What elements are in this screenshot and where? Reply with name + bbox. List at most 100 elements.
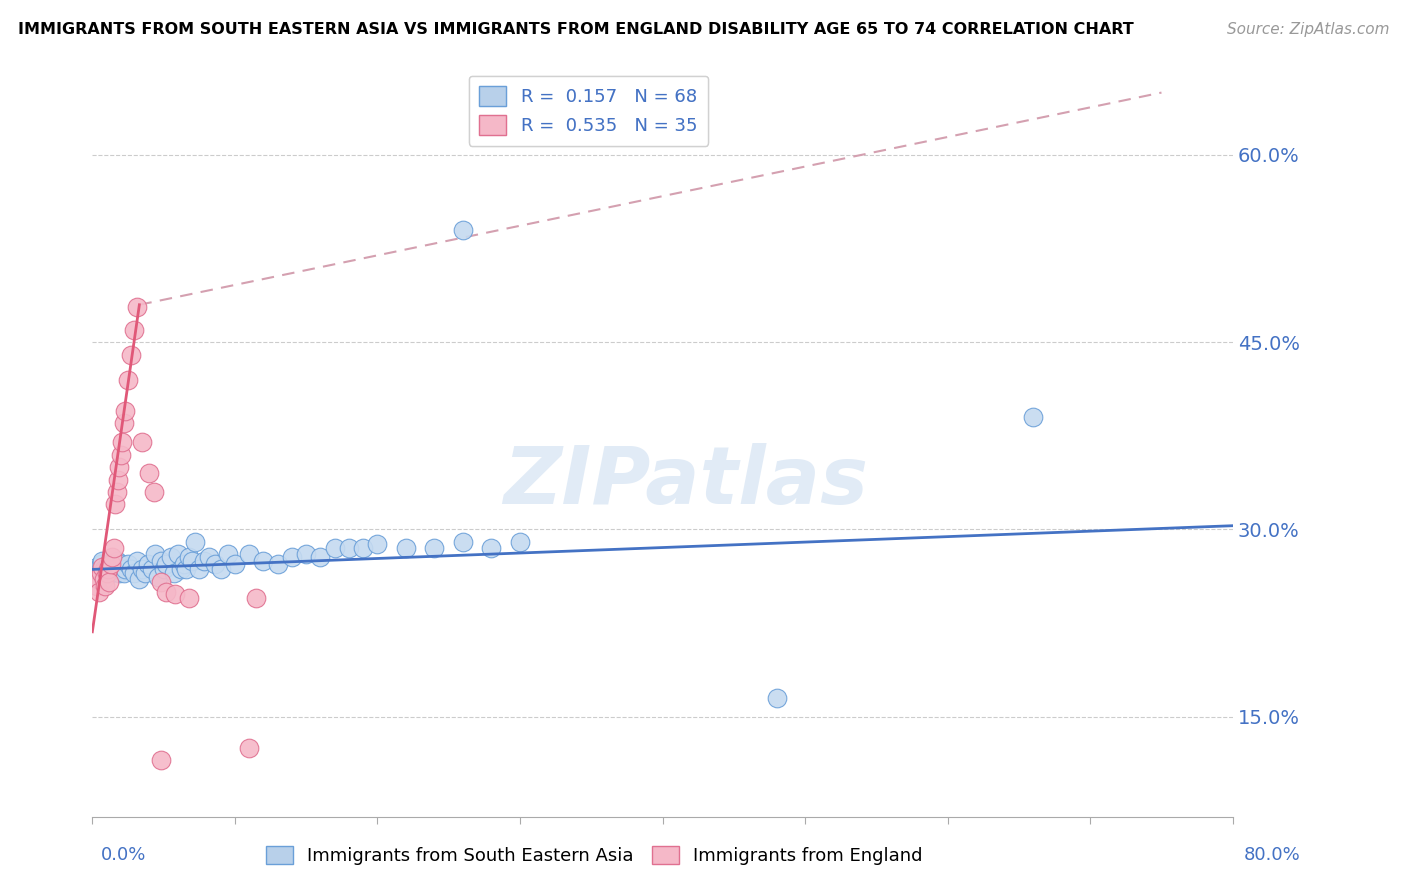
Point xyxy=(86,560,108,574)
Point xyxy=(96,566,118,581)
Point xyxy=(110,448,132,462)
Point xyxy=(89,566,111,581)
Point xyxy=(112,417,135,431)
Point xyxy=(120,348,142,362)
Point xyxy=(104,562,127,576)
Point xyxy=(101,549,124,564)
Point xyxy=(108,460,131,475)
Text: IMMIGRANTS FROM SOUTH EASTERN ASIA VS IMMIGRANTS FROM ENGLAND DISABILITY AGE 65 : IMMIGRANTS FROM SOUTH EASTERN ASIA VS IM… xyxy=(18,22,1135,37)
Point xyxy=(159,549,181,564)
Point xyxy=(125,554,148,568)
Point xyxy=(111,558,134,572)
Point xyxy=(152,562,174,576)
Point xyxy=(103,541,125,556)
Point xyxy=(136,558,159,572)
Point xyxy=(337,541,360,556)
Point xyxy=(179,549,201,564)
Point xyxy=(111,435,134,450)
Point xyxy=(91,560,114,574)
Point xyxy=(224,558,246,572)
Point xyxy=(765,690,787,705)
Point xyxy=(98,574,121,589)
Point xyxy=(105,485,128,500)
Point xyxy=(245,591,267,606)
Point xyxy=(122,566,145,581)
Point xyxy=(188,562,211,576)
Point xyxy=(131,435,153,450)
Point xyxy=(184,535,207,549)
Point xyxy=(181,554,204,568)
Point xyxy=(108,566,131,581)
Point xyxy=(162,566,184,581)
Point xyxy=(281,549,304,564)
Point xyxy=(155,558,177,572)
Point xyxy=(105,554,128,568)
Text: 0.0%: 0.0% xyxy=(101,846,146,863)
Text: ZIPatlas: ZIPatlas xyxy=(503,442,868,521)
Point xyxy=(90,566,112,581)
Point xyxy=(451,223,474,237)
Point xyxy=(395,541,418,556)
Point xyxy=(97,562,120,576)
Point xyxy=(96,560,118,574)
Point xyxy=(217,548,239,562)
Point xyxy=(101,560,124,574)
Point xyxy=(198,549,221,564)
Text: Source: ZipAtlas.com: Source: ZipAtlas.com xyxy=(1226,22,1389,37)
Point xyxy=(107,560,129,574)
Point xyxy=(204,558,226,572)
Point xyxy=(112,566,135,581)
Point xyxy=(173,558,195,572)
Point xyxy=(89,585,111,599)
Point xyxy=(104,498,127,512)
Point xyxy=(252,554,274,568)
Point xyxy=(100,558,122,572)
Point xyxy=(86,579,108,593)
Point xyxy=(1022,410,1045,425)
Point xyxy=(100,566,122,581)
Point xyxy=(141,562,163,576)
Point xyxy=(110,562,132,576)
Point xyxy=(125,300,148,314)
Point xyxy=(238,548,260,562)
Point xyxy=(128,573,150,587)
Point xyxy=(93,573,115,587)
Point xyxy=(114,404,136,418)
Point xyxy=(323,541,346,556)
Point xyxy=(87,562,110,576)
Point xyxy=(94,579,117,593)
Legend: R =  0.157   N = 68, R =  0.535   N = 35: R = 0.157 N = 68, R = 0.535 N = 35 xyxy=(468,76,709,146)
Point xyxy=(509,535,531,549)
Point xyxy=(179,591,201,606)
Point xyxy=(146,570,169,584)
Point xyxy=(107,473,129,487)
Point xyxy=(122,323,145,337)
Point xyxy=(117,373,139,387)
Point xyxy=(209,562,232,576)
Point xyxy=(90,558,112,572)
Point xyxy=(155,585,177,599)
Point xyxy=(94,566,117,581)
Point xyxy=(352,541,374,556)
Point xyxy=(149,554,172,568)
Point xyxy=(149,753,172,767)
Point xyxy=(451,535,474,549)
Point xyxy=(238,740,260,755)
Point xyxy=(309,549,332,564)
Point xyxy=(142,485,165,500)
Point xyxy=(423,541,446,556)
Point xyxy=(117,558,139,572)
Point xyxy=(163,587,186,601)
Point xyxy=(149,574,172,589)
Point xyxy=(98,562,121,576)
Point xyxy=(91,554,114,568)
Point xyxy=(120,562,142,576)
Point xyxy=(138,467,160,481)
Point xyxy=(170,562,193,576)
Text: 80.0%: 80.0% xyxy=(1244,846,1301,863)
Point xyxy=(134,566,156,581)
Point xyxy=(143,548,166,562)
Point xyxy=(193,554,215,568)
Point xyxy=(481,541,503,556)
Point xyxy=(97,558,120,572)
